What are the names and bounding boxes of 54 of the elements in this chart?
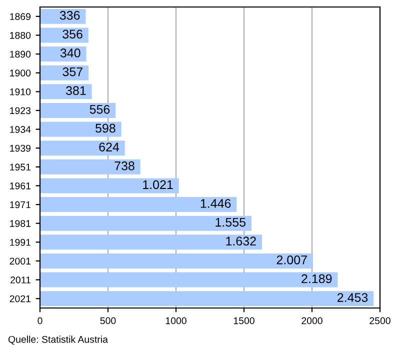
y-tick-label: 1934 — [10, 126, 31, 133]
bar — [40, 197, 237, 212]
data-label: 1.555 — [216, 218, 246, 227]
data-label: 336 — [60, 10, 80, 20]
data-label: 624 — [99, 142, 120, 152]
bar — [40, 216, 252, 231]
bar — [40, 178, 179, 194]
bar — [40, 65, 89, 80]
bar — [40, 102, 116, 118]
bar — [40, 140, 125, 156]
y-tick-label: 1890 — [10, 50, 31, 58]
bar — [40, 234, 262, 250]
source-note: Quelle: Statistik Austria — [8, 336, 108, 345]
bar — [40, 28, 88, 43]
bar — [40, 8, 86, 24]
y-tick-label: 1951 — [10, 164, 30, 171]
y-tick-label: 2021 — [10, 295, 30, 302]
y-tick-label: 2011 — [10, 276, 30, 284]
bar — [40, 253, 313, 268]
y-tick-label: 1900 — [10, 70, 31, 76]
data-label: 2.007 — [276, 255, 307, 264]
x-tick-label: 2500 — [370, 317, 390, 324]
bar — [40, 84, 92, 100]
y-tick-label: 1880 — [10, 32, 31, 39]
y-tick-label: 1939 — [10, 144, 31, 152]
bar — [40, 272, 338, 288]
data-label: 2.453 — [338, 293, 368, 302]
data-label: 356 — [62, 30, 82, 39]
y-tick-label: 1981 — [10, 220, 30, 227]
data-label: 1.446 — [200, 199, 231, 208]
y-tick-label: 1991 — [10, 238, 30, 246]
bar — [40, 159, 140, 174]
y-tick-label: 1971 — [10, 201, 30, 208]
bar — [40, 291, 374, 306]
y-tick-label: 1910 — [10, 88, 31, 96]
x-tick-label: 1000 — [166, 317, 186, 324]
data-label: 381 — [66, 86, 86, 96]
data-label: 2.189 — [302, 274, 332, 284]
y-tick-label: 1923 — [10, 107, 31, 114]
y-tick-label: 2001 — [10, 258, 30, 265]
x-tick-label: 500 — [100, 317, 116, 324]
data-label: 1.021 — [143, 180, 173, 190]
data-label: 357 — [62, 67, 82, 76]
x-tick-label: 0 — [38, 317, 42, 324]
x-tick-label: 1500 — [234, 317, 254, 324]
x-tick-label: 2000 — [302, 317, 322, 324]
y-tick-label: 1869 — [10, 13, 31, 20]
data-label: 1.632 — [226, 236, 256, 246]
data-label: 738 — [114, 161, 134, 170]
data-label: 556 — [90, 104, 110, 114]
data-label: 598 — [96, 124, 116, 133]
data-label: 340 — [60, 48, 80, 58]
bar — [40, 122, 122, 137]
y-tick-label: 1961 — [10, 182, 30, 190]
